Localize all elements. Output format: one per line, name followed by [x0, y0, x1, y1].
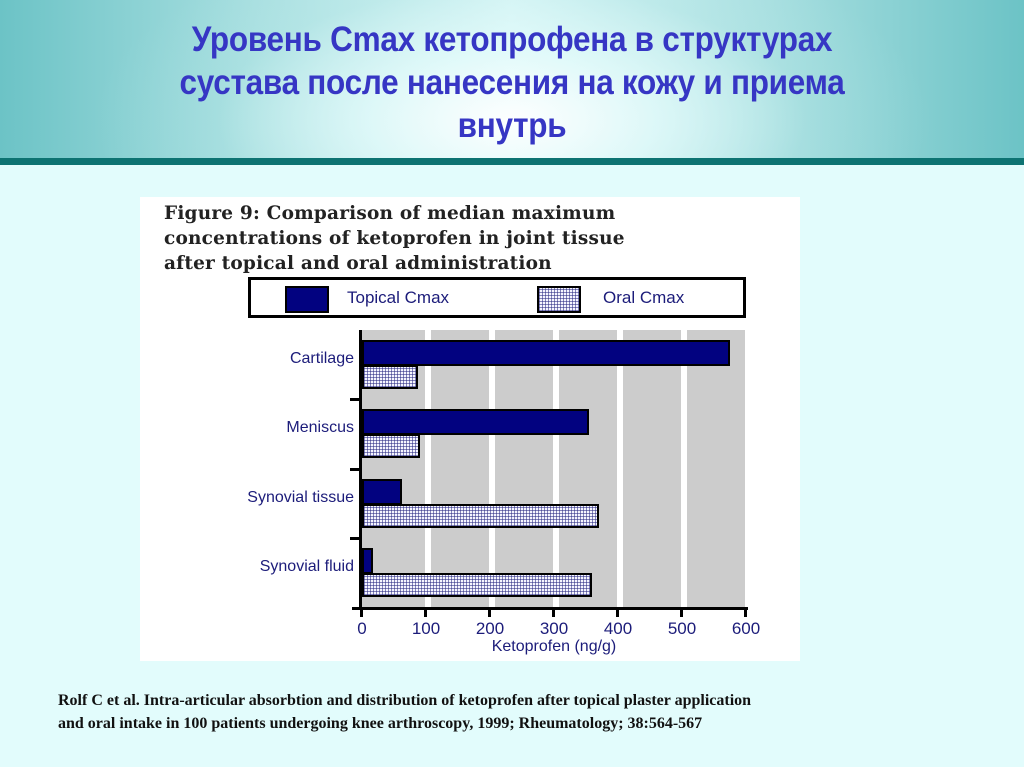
category-label: Synovial tissue — [247, 488, 354, 506]
chart-legend: Topical Cmax Oral Cmax — [248, 277, 746, 318]
header-divider — [0, 158, 1024, 165]
x-axis-title: Ketoprofen (ng/g) — [491, 638, 617, 655]
grid-band — [495, 330, 553, 607]
x-tick — [616, 607, 619, 617]
x-tick-label: 600 — [731, 619, 761, 638]
grid-band — [623, 330, 681, 607]
x-tick — [360, 607, 363, 617]
title-line-3: внутрь — [457, 106, 567, 145]
bar-topical — [362, 340, 730, 366]
x-tick-label: 100 — [411, 619, 441, 638]
y-tick — [350, 398, 362, 402]
bar-oral — [362, 365, 419, 389]
x-tick-label: 500 — [667, 619, 697, 638]
x-tick — [424, 607, 427, 617]
x-tick-label: 300 — [539, 619, 569, 638]
slide-title: Уровень Cmax кетопрофена в структурах су… — [87, 18, 937, 147]
grid-band — [431, 330, 489, 607]
category-label: Synovial fluid — [259, 557, 354, 575]
x-axis — [352, 607, 748, 610]
figure-caption: Figure 9: Comparison of median maximum c… — [164, 201, 784, 276]
title-line-2: сустава после нанесения на кожу и приема — [179, 63, 845, 102]
slide-header: Уровень Cmax кетопрофена в структурах су… — [0, 0, 1024, 158]
citation-line-2: and oral intake in 100 patients undergoi… — [58, 715, 703, 732]
grid-band — [559, 330, 617, 607]
bar-topical — [362, 409, 590, 436]
citation: Rolf C et al. Intra-articular absorbtion… — [58, 689, 978, 735]
legend-label-oral: Oral Cmax — [603, 288, 685, 307]
x-tick — [744, 607, 747, 617]
category-label: Meniscus — [286, 419, 354, 437]
topical-swatch-icon — [285, 286, 329, 313]
title-line-1: Уровень Cmax кетопрофена в структурах — [191, 20, 833, 59]
x-tick — [680, 607, 683, 617]
plot-area: 0 100 200 300 400 500 600 Cartilage Meniscus Syn… — [247, 330, 760, 655]
figure-panel: Figure 9: Comparison of median maximum c… — [140, 197, 800, 661]
bar-oral — [362, 434, 420, 459]
bar-topical — [362, 478, 402, 505]
caption-line-1: Figure 9: Comparison of median maximum — [164, 203, 616, 224]
caption-line-3: after topical and oral administration — [164, 253, 552, 274]
x-tick — [488, 607, 491, 617]
citation-line-1: Rolf C et al. Intra-articular absorbtion… — [58, 692, 752, 709]
x-tick — [552, 607, 555, 617]
bar-topical — [362, 547, 373, 574]
y-tick — [350, 536, 362, 540]
bar-oral — [362, 503, 599, 528]
x-tick-label: 400 — [603, 619, 633, 638]
legend-label-topical: Topical Cmax — [347, 288, 450, 307]
bar-oral — [362, 572, 593, 597]
caption-line-2: concentrations of ketoprofen in joint ti… — [164, 228, 625, 249]
oral-swatch-icon — [537, 286, 581, 313]
grid-band — [687, 330, 745, 607]
y-tick — [350, 467, 362, 471]
x-tick-label: 200 — [475, 619, 505, 638]
x-tick-label: 0 — [357, 619, 367, 638]
category-label: Cartilage — [289, 350, 354, 367]
